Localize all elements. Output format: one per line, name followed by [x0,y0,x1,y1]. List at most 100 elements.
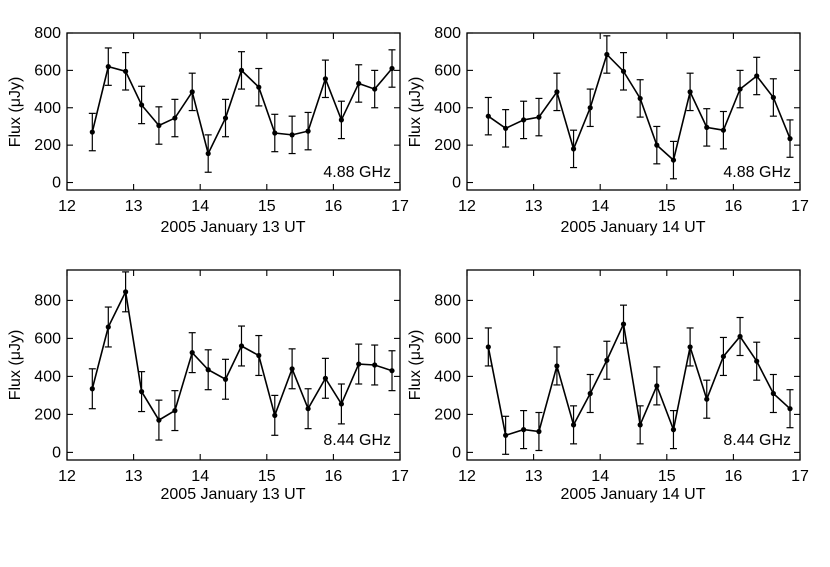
series-line [91,65,393,156]
x-tick-label: 13 [525,468,543,485]
x-tick-label: 13 [125,468,143,485]
data-point [205,367,211,373]
y-tick-label: 600 [34,62,61,79]
data-point [89,386,95,392]
x-tick-label: 15 [258,198,276,215]
data-point [521,427,527,433]
x-tick-label: 17 [391,468,409,485]
data-point [521,117,527,123]
panel-4ghz-jan13: 12 13 14 15 16 17 0 200 400 600 800 4.88 GHz 2005 … [7,25,409,236]
y-tick-label: 600 [434,62,461,79]
x-tick-label: 16 [325,468,343,485]
series-line [91,289,393,422]
data-point [256,352,262,359]
data-point [389,65,395,72]
data-point [338,117,344,123]
data-point [654,142,660,148]
data-point [620,68,627,74]
x-tick-label: 17 [391,198,409,215]
data-point [554,89,560,95]
data-point [587,390,593,397]
x-tick-label: 16 [325,198,343,215]
y-tick-label: 0 [452,175,461,192]
data-point [654,383,660,389]
panel-8ghz-jan14: 12 13 14 15 16 17 0 200 400 600 800 8.44 GHz 2005 … [407,269,809,503]
plot-frame [66,269,401,461]
data-point [289,132,295,138]
y-tick-label: 400 [34,368,61,385]
data-point [754,358,760,364]
data-point [570,146,577,152]
data-point [338,401,344,407]
data-point [105,64,111,70]
panel-8ghz-jan13: 12 13 14 15 16 17 0 200 400 600 800 8.44 GHz 2005 … [7,269,409,503]
plot-frame [466,32,801,191]
x-tick-label: 13 [125,198,143,215]
data-point [89,129,95,135]
x-tick-label: 12 [458,468,476,485]
y-tick-label: 800 [434,292,461,309]
y-tick-label: 200 [434,406,461,423]
x-tick-label: 12 [458,198,476,215]
x-tick-label: 17 [791,198,809,215]
data-point [554,363,560,369]
data-point [720,127,727,133]
frequency-label: 4.88 GHz [723,164,791,181]
data-point [720,353,727,360]
data-point [305,406,311,412]
y-tick-label: 200 [434,137,461,154]
y-tick-label: 400 [34,100,61,117]
y-tick-label: 600 [434,330,461,347]
data-point [272,412,278,418]
y-tick-label: 400 [434,368,461,385]
data-point [536,428,542,435]
data-point [704,124,710,130]
data-point [485,113,491,119]
data-point [123,68,129,74]
data-point [687,89,693,95]
y-tick-label: 200 [34,137,61,154]
data-point [670,427,677,433]
y-tick-label: 0 [452,444,461,461]
y-tick-label: 0 [52,175,61,192]
data-point [238,67,245,73]
data-point [687,344,693,350]
x-tick-label: 13 [525,198,543,215]
data-point [754,73,760,79]
x-tick-label: 14 [191,198,209,215]
data-point [620,321,627,327]
data-point [205,150,211,157]
x-tick-label: 14 [591,198,609,215]
data-point [604,51,610,58]
data-point [322,375,329,381]
data-point [503,432,509,438]
x-axis-title: 2005 January 14 UT [561,219,706,236]
data-point [256,84,262,90]
plot-frame [466,269,801,461]
x-tick-label: 16 [725,198,743,215]
data-point [637,422,643,428]
x-tick-label: 15 [658,468,676,485]
data-point [787,136,793,142]
x-tick-label: 12 [58,468,76,485]
series-line [487,321,791,437]
x-tick-label: 12 [58,198,76,215]
data-point [138,102,145,108]
data-point [356,80,362,87]
y-axis-title: Flux (μJy) [407,330,424,401]
y-tick-label: 800 [34,292,61,309]
data-point [704,396,710,402]
data-point [172,115,178,121]
data-point [322,76,329,82]
data-point [238,343,245,349]
frequency-label: 8.44 GHz [723,432,791,449]
y-tick-label: 0 [52,444,61,461]
x-axis-title: 2005 January 13 UT [161,486,306,503]
y-tick-label: 800 [434,25,461,42]
data-point [770,94,776,101]
y-tick-label: 400 [434,100,461,117]
x-tick-label: 15 [258,468,276,485]
data-point [356,361,362,367]
x-axis-title: 2005 January 14 UT [561,486,706,503]
